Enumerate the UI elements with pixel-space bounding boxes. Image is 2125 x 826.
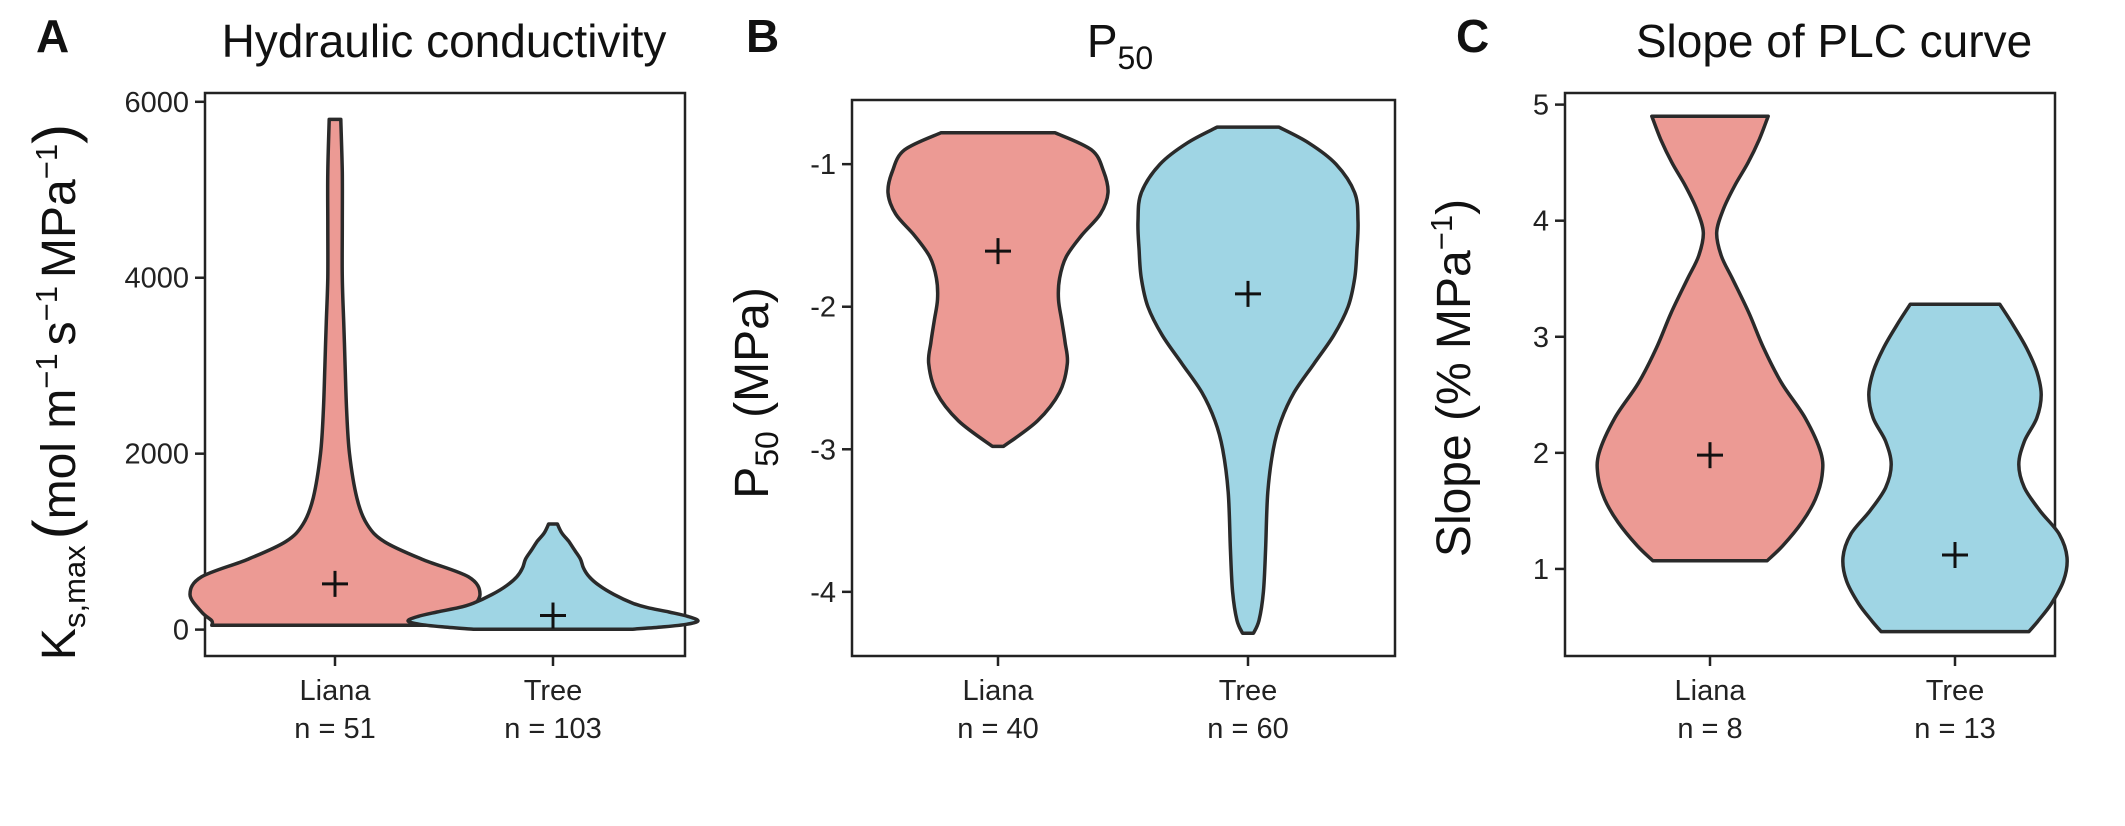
x-tick-label: Tree: [1219, 675, 1278, 707]
x-tick-sample-size: n = 40: [957, 713, 1038, 745]
panel-c-y-axis-label: Slope (% MPa−1): [1424, 199, 1481, 557]
panel-a: A Hydraulic conductivity Ks,max(mol m−1s…: [21, 10, 700, 745]
ylabel-a-k: K: [33, 628, 86, 660]
mean-marker-liana: [985, 238, 1011, 265]
y-tick-label: 4: [1533, 206, 1549, 238]
y-tick-label: 3: [1533, 322, 1549, 354]
ylabel-b-p: P: [726, 467, 779, 499]
ylabel-b-sub: 50: [749, 431, 785, 467]
ylabel-a-exp-2: −1: [29, 286, 64, 321]
x-tick-sample-size: n = 103: [504, 713, 602, 745]
panel-b-title-sub: 50: [1118, 40, 1154, 76]
panel-a-title: Hydraulic conductivity: [222, 15, 667, 67]
plot-frame: [1563, 91, 2057, 658]
ylabel-a-close-paren: ): [21, 124, 88, 144]
violin-liana: [886, 131, 1110, 449]
panel-letter-a: A: [36, 10, 69, 62]
x-tick-label: Liana: [300, 675, 372, 707]
violin-tree: [1841, 302, 2069, 634]
violin-tree: [406, 522, 700, 631]
mean-marker-tree: [1235, 280, 1261, 307]
y-tick-label: 2: [1533, 438, 1549, 470]
panel-a-plot-area: 0 2000 4000 6000 Liana n = 51 Tree n = 103: [124, 87, 700, 745]
mean-marker-tree: [1942, 542, 1968, 569]
violin-tree: [1136, 125, 1360, 635]
x-tick-label: Liana: [1675, 675, 1747, 707]
ylabel-a-exp-3: −1: [29, 144, 64, 179]
ylabel-a-units-3: MPa: [33, 179, 86, 278]
x-tick-label: Tree: [524, 675, 583, 707]
panel-letter-b: B: [746, 10, 779, 62]
panel-b-y-axis-label: P50 (MPa): [726, 287, 785, 499]
y-tick-label: 4000: [124, 263, 189, 295]
panel-c-title: Slope of PLC curve: [1636, 15, 2032, 67]
x-tick-sample-size: n = 13: [1914, 713, 1995, 745]
panel-letter-c: C: [1456, 10, 1489, 62]
y-tick-label: -2: [810, 292, 836, 324]
y-tick-label: 2000: [124, 439, 189, 471]
x-tick-sample-size: n = 8: [1677, 713, 1742, 745]
ylabel-a-open-paren: (: [21, 519, 88, 539]
x-tick-sample-size: n = 51: [294, 713, 375, 745]
y-tick-label: 0: [173, 615, 189, 647]
ylabel-c-close: ): [1428, 199, 1481, 215]
panel-c-plot-area: 1 2 3 4 5 Liana n = 8 Tree n = 13: [1533, 90, 2069, 745]
ylabel-c-exp: −1: [1424, 215, 1459, 250]
y-tick-label: -3: [810, 434, 836, 466]
ylabel-c-main: Slope (% MPa: [1428, 250, 1481, 557]
mean-marker-liana: [322, 570, 348, 597]
panel-a-y-axis-label: Ks,max(mol m−1s−1MPa−1): [21, 124, 92, 660]
plot-frame: [203, 91, 687, 658]
violin-liana: [1595, 114, 1825, 563]
plot-frame: [850, 98, 1397, 658]
panel-b-title-main: P: [1087, 15, 1118, 67]
ylabel-a-units-1: mol m: [33, 389, 86, 520]
ylabel-a-sub: s,max: [57, 545, 92, 628]
panel-c: C Slope of PLC curve Slope (% MPa−1) 1 2 3…: [1424, 10, 2069, 745]
mean-marker-tree: [540, 602, 566, 629]
y-tick-label: 6000: [124, 87, 189, 119]
x-tick-label: Liana: [963, 675, 1035, 707]
x-tick-sample-size: n = 60: [1207, 713, 1288, 745]
ylabel-b-rest: (MPa): [726, 287, 779, 431]
y-tick-label: 5: [1533, 90, 1549, 122]
violin-liana: [188, 117, 482, 627]
panel-b-title: P50: [1087, 15, 1153, 76]
y-tick-label: 1: [1533, 554, 1549, 586]
ylabel-a-units-2: s: [33, 321, 86, 345]
x-tick-label: Tree: [1926, 675, 1985, 707]
y-tick-label: -1: [810, 149, 836, 181]
mean-marker-liana: [1697, 442, 1723, 469]
ylabel-a-exp-1: −1: [29, 353, 64, 388]
y-tick-label: -4: [810, 577, 836, 609]
panel-b-plot-area: -1 -2 -3 -4 Liana n = 40 Tree n = 60: [810, 98, 1397, 745]
